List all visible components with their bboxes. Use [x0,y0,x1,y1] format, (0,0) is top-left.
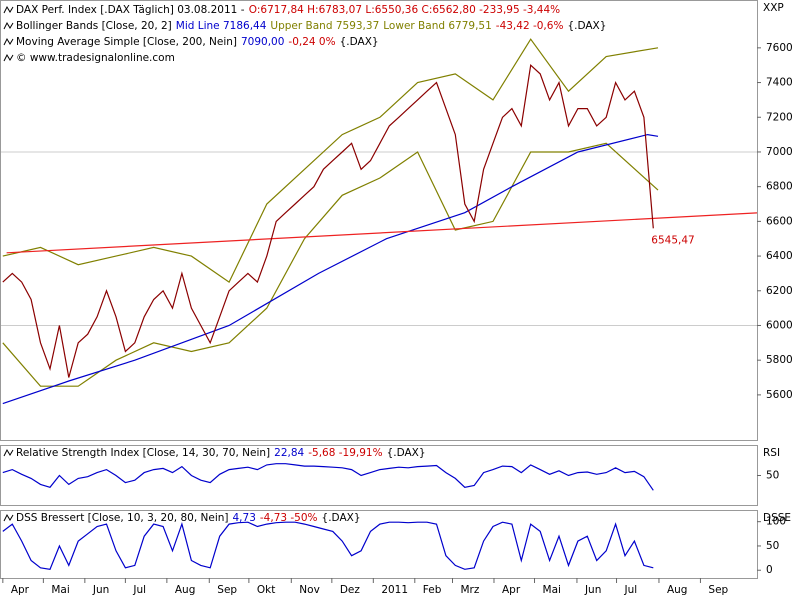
header-line: Bollinger Bands [Close, 20, 2] Mid Line 7… [16,20,606,32]
series-line [2,521,654,570]
header-part: 4,73 [233,512,256,524]
header-part: -43,42 -0,6% [496,20,564,32]
header-part: Relative Strength Index [Close, 14, 30, … [16,447,270,459]
x-tick-label: Jul [624,584,638,596]
y-tick-label: 6800 [766,181,793,193]
dss-panel [0,510,758,579]
y-tick-label: 50 [766,470,779,482]
y-tick-label: 7400 [766,77,793,89]
annotation: 6545,47 [651,234,694,246]
y-tick-label: 7200 [766,111,793,123]
y-tick-label: 0 [766,564,773,576]
header-icon [3,37,14,46]
axis-label: XXP [763,2,784,14]
axis-label: DSSE [763,512,791,524]
y-tick-label: 6200 [766,285,793,297]
x-tick-label: Sep [708,584,728,596]
header-icon [3,513,14,522]
x-tick-label: Aug [175,584,196,596]
x-tick-label: Apr [502,584,521,596]
x-tick-label: Mai [51,584,69,596]
header-part: {.DAX} [387,447,426,459]
y-tick-label: 6600 [766,215,793,227]
y-tick-label: 100 [766,516,786,528]
header-part: 7090,00 [241,36,284,48]
y-tick-label: 7000 [766,146,793,158]
y-tick-label: 5800 [766,354,793,366]
x-tick-label: Feb [423,584,442,596]
x-tick-label: Nov [299,584,320,596]
x-tick-label: Mrz [461,584,480,596]
header-part: {.DAX} [340,36,379,48]
x-tick-label: 2011 [381,584,408,596]
header-line: Moving Average Simple [Close, 200, Nein]… [16,36,379,48]
header-line: DAX Perf. Index [.DAX Täglich] 03.08.201… [16,4,560,16]
header-part: DAX Perf. Index [.DAX Täglich] 03.08.201… [16,4,245,16]
x-tick-label: Aug [667,584,688,596]
header-part: DSS Bressert [Close, 10, 3, 20, 80, Nein… [16,512,229,524]
header-part: O:6717,84 H:6783,07 L:6550,36 C:6562,80 … [249,4,560,16]
x-tick-label: Okt [257,584,275,596]
header-icon [3,448,14,457]
header-line: DSS Bressert [Close, 10, 3, 20, 80, Nein… [16,512,361,524]
header-line: © www.tradesignalonline.com [16,52,175,64]
x-tick-label: Sep [217,584,237,596]
axis-label: RSI [763,447,780,459]
header-part: -0,24 0% [288,36,335,48]
series-line [2,463,654,491]
x-tick-label: Jul [132,584,146,596]
header-icon [3,53,14,62]
header-part: Mid Line 7186,44 [176,20,267,32]
y-tick-label: 5600 [766,389,793,401]
header-part: Bollinger Bands [Close, 20, 2] [16,20,172,32]
x-tick-label: Jun [584,584,601,596]
y-tick-label: 6400 [766,250,793,262]
x-tick-label: Mai [543,584,561,596]
series-line [2,133,659,405]
series-line [2,64,654,378]
header-icon [3,21,14,30]
header-part: 22,84 [274,447,304,459]
header-part: Moving Average Simple [Close, 200, Nein] [16,36,237,48]
series-line [6,212,757,254]
y-tick-label: 7600 [766,42,793,54]
header-line: Relative Strength Index [Close, 14, 30, … [16,447,426,459]
header-part: -5,68 -19,91% [308,447,382,459]
header-part: {.DAX} [567,20,606,32]
header-icon [3,5,14,14]
y-tick-label: 6000 [766,319,793,331]
main-panel [0,0,758,441]
y-tick-label: 50 [766,540,779,552]
header-part: Lower Band 6779,51 [383,20,492,32]
series-line [2,142,659,387]
header-part: © www.tradesignalonline.com [16,52,175,64]
header-part: Upper Band 7593,37 [270,20,379,32]
x-tick-label: Dez [340,584,361,596]
x-tick-label: Apr [11,584,30,596]
header-part: {.DAX} [322,512,361,524]
x-tick-label: Jun [92,584,109,596]
header-part: -4,73 -50% [260,512,318,524]
series-line [2,38,659,283]
